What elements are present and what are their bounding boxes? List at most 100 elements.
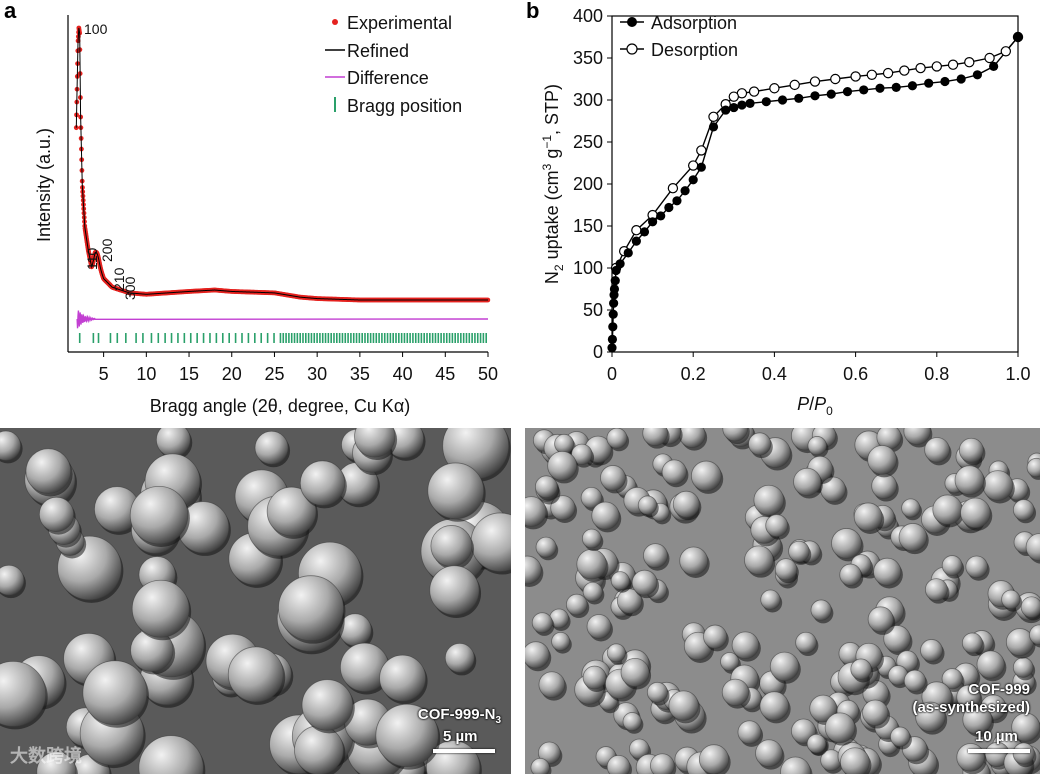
desorption-line — [615, 36, 1019, 269]
legend-label-desorption: Desorption — [651, 40, 738, 60]
sem-particle — [690, 460, 722, 492]
sem-particle — [299, 460, 346, 506]
peak-label-200: 200 — [99, 238, 115, 262]
adsorption-point — [777, 95, 788, 105]
sem-right-scale-bar — [968, 749, 1030, 753]
chart-b-y-axis-label: N2 uptake (cm3 g−1, STP) — [540, 84, 566, 284]
sem-particle — [924, 437, 950, 463]
desorption-point — [882, 67, 894, 79]
chart-a-x-tick-label: 35 — [350, 364, 370, 384]
sem-particle — [565, 593, 588, 616]
sem-particle — [867, 606, 894, 633]
adsorption-point — [607, 334, 618, 344]
sem-particle — [550, 495, 576, 521]
sem-right-sample-line1: COF-999 — [968, 681, 1030, 698]
chart-a-x-tick-label: 45 — [435, 364, 455, 384]
sem-particle — [795, 631, 817, 654]
chart-b-y-tick-label: 400 — [573, 6, 603, 26]
sem-particle — [807, 436, 827, 456]
sem-right-texture — [525, 428, 1040, 774]
adsorption-point — [608, 322, 618, 332]
sem-right-scale-text: 10 µm — [975, 728, 1018, 745]
chart-b-x-axis-label: P/P0 — [797, 394, 833, 418]
chart-b-x-tick-label: 0.4 — [762, 364, 787, 384]
sem-particle — [774, 558, 798, 581]
adsorption-point — [940, 76, 950, 87]
sem-particle — [375, 703, 439, 768]
adsorption-point — [794, 93, 804, 103]
sem-particle — [721, 678, 750, 707]
adsorption-point — [907, 81, 918, 91]
sem-particle — [722, 428, 749, 442]
desorption-point — [809, 76, 821, 87]
chart-a-x-tick-label: 20 — [222, 364, 242, 384]
sem-particle — [982, 470, 1014, 501]
desorption-point — [866, 69, 878, 81]
adsorption-point — [656, 211, 666, 221]
panel-a-letter: a — [4, 0, 17, 23]
desorption-point — [687, 160, 699, 171]
sem-image-cof-999: COF-999 (as-synthesized) 10 µm — [525, 428, 1040, 774]
sem-particle — [537, 741, 561, 765]
desorption-point — [947, 59, 959, 70]
sem-particle — [932, 494, 963, 525]
sem-left-sample-main: COF-999-N — [417, 706, 496, 723]
sem-particle — [278, 575, 344, 642]
sem-particle — [1012, 657, 1034, 678]
sem-particle — [920, 639, 943, 662]
sem-particle — [600, 465, 626, 491]
sem-particle — [606, 754, 631, 774]
chart-b-x-tick-label: 0.6 — [843, 364, 868, 384]
sem-particle — [956, 684, 981, 710]
adsorption-point — [639, 227, 650, 237]
sem-particle — [1020, 596, 1040, 618]
sem-particle — [760, 589, 781, 610]
sem-particle — [576, 549, 607, 580]
adsorption-point — [688, 175, 698, 185]
sem-particle — [850, 658, 872, 680]
chart-a-y-axis-label: Intensity (a.u.) — [34, 128, 54, 242]
adsorption-point — [680, 186, 690, 196]
sem-particle — [429, 565, 480, 616]
sem-particle — [622, 712, 642, 732]
sem-particle — [1001, 589, 1021, 610]
sem-particle — [765, 514, 789, 538]
sem-particle — [582, 581, 603, 602]
sem-right-sample-line2: (as-synthesized) — [912, 699, 1030, 716]
desorption-point — [931, 61, 942, 72]
sem-particle — [737, 720, 762, 745]
adsorption-point — [859, 85, 869, 95]
sem-particle — [824, 712, 856, 744]
sem-particle — [810, 599, 832, 621]
sem-particle — [965, 555, 988, 579]
adsorption-point — [956, 74, 966, 84]
sem-particle — [956, 743, 985, 772]
sem-particle — [301, 679, 354, 731]
sem-particle — [976, 650, 1005, 679]
sem-particle — [1026, 457, 1040, 478]
sem-particle — [538, 671, 566, 699]
sem-particle — [759, 691, 790, 721]
adsorption-point — [842, 87, 853, 97]
chart-b-y-tick-label: 50 — [583, 300, 603, 320]
sem-particle — [227, 646, 284, 703]
chart-b-y-tick-label: 100 — [573, 258, 603, 278]
sem-particle — [0, 660, 47, 727]
sem-particle — [38, 496, 75, 532]
sem-particle — [620, 658, 650, 687]
sem-particle — [530, 757, 550, 774]
sem-particle — [591, 501, 620, 530]
desorption-point — [728, 91, 739, 102]
adsorption-point — [696, 162, 706, 172]
sem-particle — [788, 540, 810, 563]
sem-particle — [631, 569, 658, 596]
chart-b-y-tick-label: 150 — [573, 216, 603, 236]
sem-particle — [354, 428, 396, 458]
sem-left-texture — [0, 428, 511, 774]
sem-particle — [525, 496, 547, 527]
sem-particle — [1012, 499, 1035, 521]
sem-particle — [25, 448, 72, 494]
sem-particle — [698, 744, 730, 774]
adsorption-point — [611, 265, 621, 276]
chart-b-x-tick-label: 1.0 — [1005, 364, 1030, 384]
